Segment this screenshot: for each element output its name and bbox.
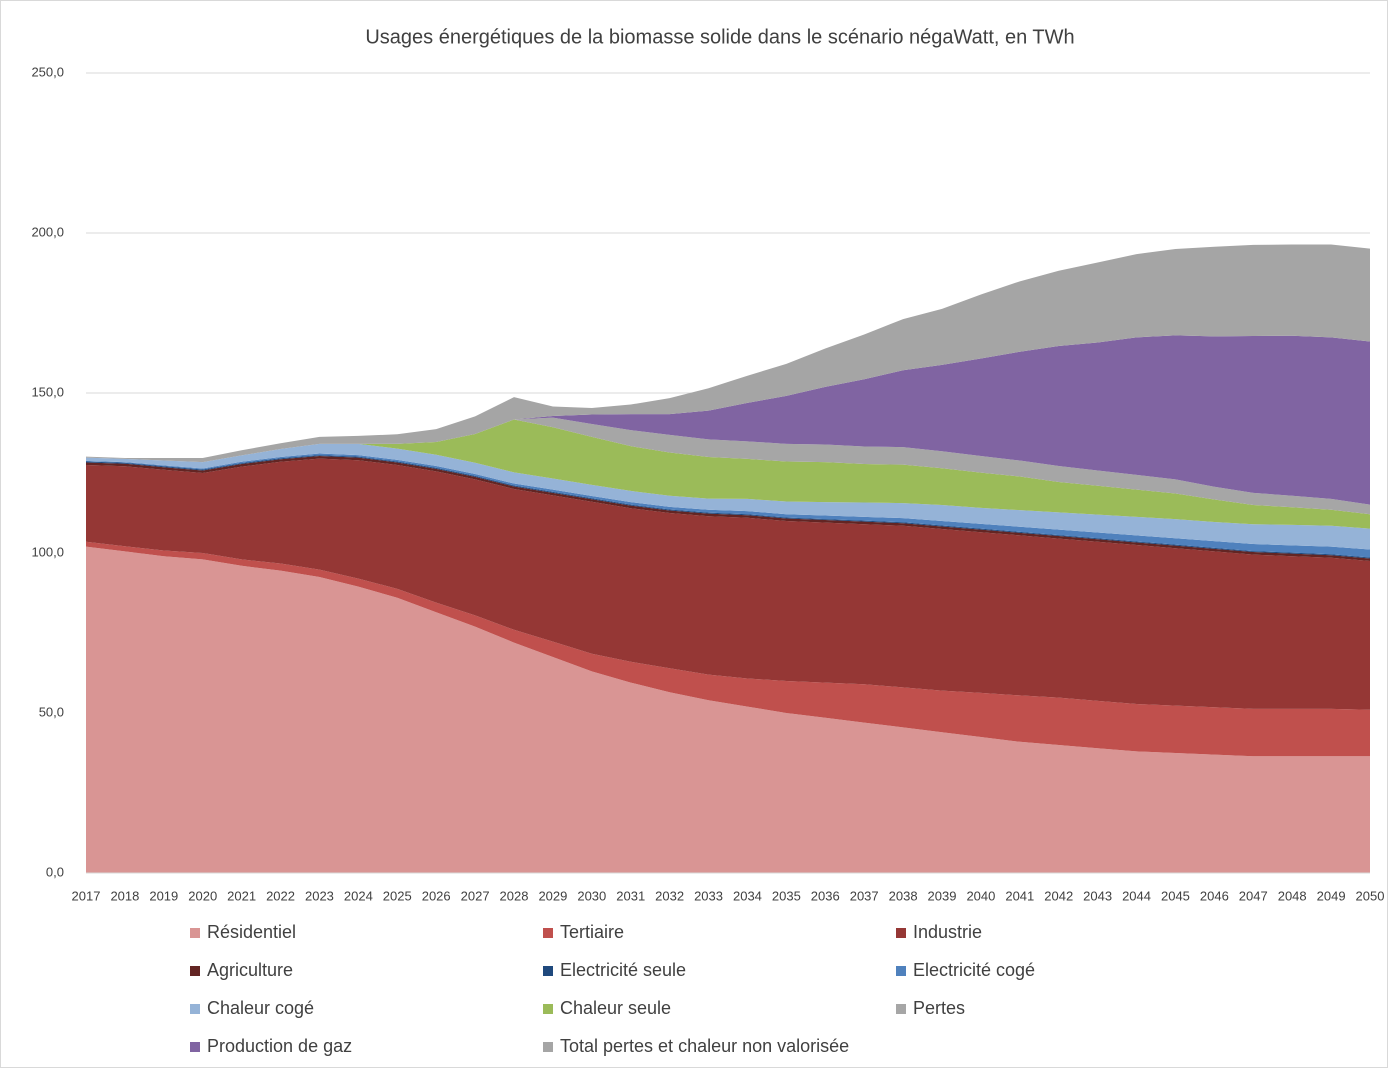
legend-label: Agriculture [207,960,293,980]
area [86,453,1370,558]
x-tick-label: 2033 [694,888,723,903]
area [86,541,1370,757]
y-tick-label: 50,0 [39,704,64,719]
y-tick-label: 200,0 [31,224,64,239]
x-tick-label: 2022 [266,888,295,903]
x-tick-label: 2025 [383,888,412,903]
x-tick-label: 2043 [1083,888,1112,903]
x-tick-label: 2028 [500,888,529,903]
x-tick-label: 2038 [889,888,918,903]
legend-swatch [543,928,553,938]
x-tick-label: 2046 [1200,888,1229,903]
x-tick-label: 2032 [655,888,684,903]
area [86,546,1370,873]
x-tick-label: 2023 [305,888,334,903]
legend-label: Industrie [913,922,982,942]
legend-label: Total pertes et chaleur non valorisée [560,1036,849,1056]
legend-swatch [190,1042,200,1052]
x-tick-label: 2019 [149,888,178,903]
x-tick-label: 2030 [577,888,606,903]
x-tick-label: 2042 [1044,888,1073,903]
legend-label: Production de gaz [207,1036,352,1056]
x-tick-label: 2018 [110,888,139,903]
x-tick-label: 2034 [733,888,762,903]
legend-label: Chaleur cogé [207,998,314,1018]
x-tick-label: 2040 [966,888,995,903]
x-tick-label: 2048 [1278,888,1307,903]
legend-swatch [543,1004,553,1014]
area [86,419,1370,529]
area [86,335,1370,505]
y-tick-label: 250,0 [31,64,64,79]
x-tick-label: 2049 [1317,888,1346,903]
legend-label: Pertes [913,998,965,1018]
y-tick-label: 150,0 [31,384,64,399]
x-tick-label: 2027 [461,888,490,903]
x-tick-label: 2026 [422,888,451,903]
x-tick-label: 2044 [1122,888,1151,903]
x-tick-label: 2037 [850,888,879,903]
legend-swatch [896,1004,906,1014]
area [86,458,1370,710]
area [86,244,1370,463]
x-tick-label: 2045 [1161,888,1190,903]
x-tick-label: 2035 [772,888,801,903]
legend-label: Tertiaire [560,922,624,942]
x-tick-label: 2031 [616,888,645,903]
legend-label: Chaleur seule [560,998,671,1018]
legend-label: Electricité cogé [913,960,1035,980]
x-tick-label: 2041 [1005,888,1034,903]
x-tick-label: 2017 [72,888,101,903]
legend-swatch [543,966,553,976]
x-tick-label: 2047 [1239,888,1268,903]
x-tick-label: 2039 [928,888,957,903]
x-tick-label: 2036 [811,888,840,903]
legend-swatch [190,928,200,938]
legend-swatch [896,928,906,938]
legend-swatch [543,1042,553,1052]
x-tick-label: 2021 [227,888,256,903]
y-tick-label: 0,0 [46,864,64,879]
x-tick-label: 2029 [538,888,567,903]
legend-label: Résidentiel [207,922,296,942]
x-tick-label: 2020 [188,888,217,903]
legend-label: Electricité seule [560,960,686,980]
x-tick-label: 2050 [1356,888,1385,903]
legend-swatch [190,966,200,976]
area [86,443,1370,550]
y-tick-label: 100,0 [31,544,64,559]
chart-title: Usages énergétiques de la biomasse solid… [365,26,1074,48]
legend-swatch [190,1004,200,1014]
x-tick-label: 2024 [344,888,373,903]
legend-swatch [896,966,906,976]
